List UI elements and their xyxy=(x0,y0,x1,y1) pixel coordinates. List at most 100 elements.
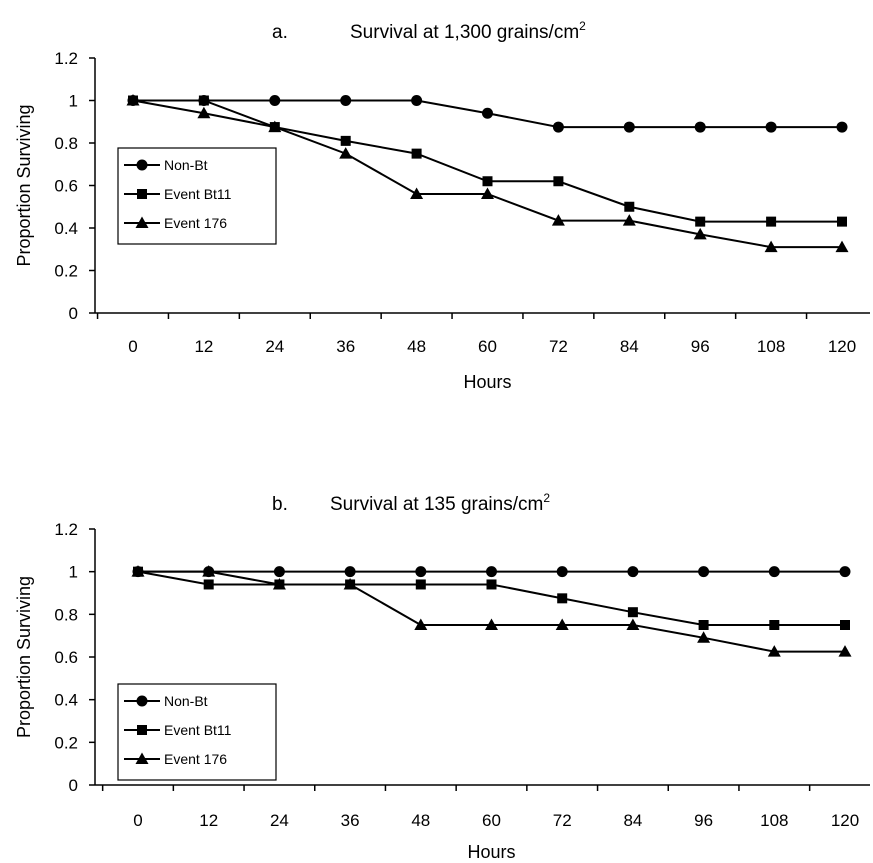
x-tick-label: 24 xyxy=(270,811,289,830)
data-point-event-176 xyxy=(767,645,781,657)
data-point-event-176 xyxy=(622,214,636,226)
legend-label-event-176: Event 176 xyxy=(164,215,227,231)
series-non-bt xyxy=(132,566,851,578)
x-tick-label: 48 xyxy=(407,337,426,356)
data-point-event-bt11 xyxy=(766,216,777,227)
y-tick-label: 0.2 xyxy=(54,262,78,281)
data-point-non-bt xyxy=(486,566,497,578)
data-point-event-bt11 xyxy=(557,593,568,604)
y-tick-label: 0.4 xyxy=(54,691,78,710)
data-point-event-bt11 xyxy=(769,620,780,630)
x-tick-label: 84 xyxy=(623,811,642,830)
data-point-event-bt11 xyxy=(340,135,351,146)
data-point-event-176 xyxy=(339,147,353,159)
y-tick-label: 0.8 xyxy=(54,134,78,153)
x-tick-label: 120 xyxy=(828,337,856,356)
data-point-event-176 xyxy=(202,565,216,577)
data-point-event-176 xyxy=(697,631,711,643)
legend-label-non-bt: Non-Bt xyxy=(164,693,208,709)
y-tick-label: 1 xyxy=(69,563,78,582)
data-point-event-bt11 xyxy=(486,579,497,590)
legend-marker-event-176 xyxy=(135,752,149,764)
data-point-event-176 xyxy=(272,577,286,590)
data-point-event-176 xyxy=(693,227,707,240)
panel-a: a. Survival at 1,300 grains/cm2 0 0.2 0.4 0.6… xyxy=(14,19,870,392)
data-point-event-bt11 xyxy=(553,176,564,187)
legend: Non-Bt Event Bt11 Event 176 xyxy=(117,147,277,245)
data-point-event-176 xyxy=(268,120,282,133)
y-tick-label: 1.2 xyxy=(54,49,78,68)
data-point-non-bt xyxy=(765,121,777,133)
x-tick-label: 0 xyxy=(133,811,142,830)
data-point-non-bt xyxy=(344,566,356,578)
legend-marker-non-bt xyxy=(136,695,148,707)
x-tick-label: 36 xyxy=(341,811,360,830)
data-point-event-bt11 xyxy=(627,607,638,618)
legend-marker-non-bt xyxy=(136,159,148,171)
data-point-non-bt xyxy=(694,121,706,133)
data-point-event-176 xyxy=(197,106,211,119)
data-point-event-bt11 xyxy=(203,579,214,590)
y-tick-label: 0.6 xyxy=(54,177,78,196)
data-point-non-bt xyxy=(836,121,848,133)
x-tick-label: 108 xyxy=(760,811,788,830)
data-point-event-bt11 xyxy=(840,620,850,630)
data-point-event-176 xyxy=(551,214,565,226)
x-tick-label: 60 xyxy=(482,811,501,830)
y-tick-label: 0.2 xyxy=(54,733,78,752)
x-axis-title: Hours xyxy=(467,842,515,862)
series-event-176 xyxy=(126,94,849,253)
legend-marker-event-bt11 xyxy=(137,725,147,735)
legend-marker-event-176 xyxy=(135,216,149,228)
series-non-bt xyxy=(127,95,848,133)
data-point-non-bt xyxy=(627,566,639,578)
x-tick-label: 120 xyxy=(831,811,859,830)
data-point-event-176 xyxy=(626,618,640,630)
y-tick-label: 1.2 xyxy=(54,520,78,539)
y-tick-label: 0.6 xyxy=(54,648,78,667)
y-tick-label: 0.8 xyxy=(54,605,78,624)
data-point-event-176 xyxy=(555,618,569,630)
data-point-non-bt xyxy=(482,107,493,119)
data-point-non-bt xyxy=(411,95,423,106)
y-tick-label: 0.4 xyxy=(54,219,78,238)
chart-title: Survival at 135 grains/cm2 xyxy=(330,491,550,515)
legend-label-non-bt: Non-Bt xyxy=(164,157,208,173)
chart-title: Survival at 1,300 grains/cm2 xyxy=(350,19,586,43)
legend-label-event-bt11: Event Bt11 xyxy=(164,186,232,202)
y-tick-label: 0 xyxy=(69,776,78,795)
data-point-non-bt xyxy=(340,95,352,106)
panel-label: b. xyxy=(272,494,288,515)
data-point-non-bt xyxy=(556,566,568,578)
x-tick-label: 96 xyxy=(691,337,710,356)
data-point-event-bt11 xyxy=(695,216,706,227)
data-point-non-bt xyxy=(273,566,285,578)
legend: Non-Bt Event Bt11 Event 176 xyxy=(117,683,277,781)
data-point-event-176 xyxy=(410,187,424,199)
panel-b: b. Survival at 135 grains/cm2 0 0.2 0.4 0.6 0.… xyxy=(14,491,870,862)
data-point-event-176 xyxy=(835,240,849,253)
x-axis-title: Hours xyxy=(463,372,511,392)
y-axis-title: Proportion Surviving xyxy=(14,576,34,738)
x-tick-label: 48 xyxy=(411,811,430,830)
data-point-event-bt11 xyxy=(698,620,709,630)
data-point-event-176 xyxy=(131,565,145,577)
data-point-event-bt11 xyxy=(482,176,493,187)
x-tick-label: 72 xyxy=(549,337,568,356)
series-event-176 xyxy=(131,565,852,657)
x-tick-label: 60 xyxy=(478,337,497,356)
data-point-event-bt11 xyxy=(624,201,635,212)
x-tick-label: 12 xyxy=(199,811,218,830)
data-point-event-bt11 xyxy=(411,148,422,159)
data-point-event-176 xyxy=(838,645,852,657)
data-point-non-bt xyxy=(698,566,710,578)
data-point-event-bt11 xyxy=(415,579,426,590)
x-tick-label: 0 xyxy=(128,337,137,356)
data-point-non-bt xyxy=(269,95,281,106)
legend-marker-event-bt11 xyxy=(137,189,147,199)
data-point-event-176 xyxy=(126,94,140,106)
data-point-event-176 xyxy=(414,618,428,630)
x-tick-label: 24 xyxy=(265,337,284,356)
x-tick-label: 36 xyxy=(336,337,355,356)
